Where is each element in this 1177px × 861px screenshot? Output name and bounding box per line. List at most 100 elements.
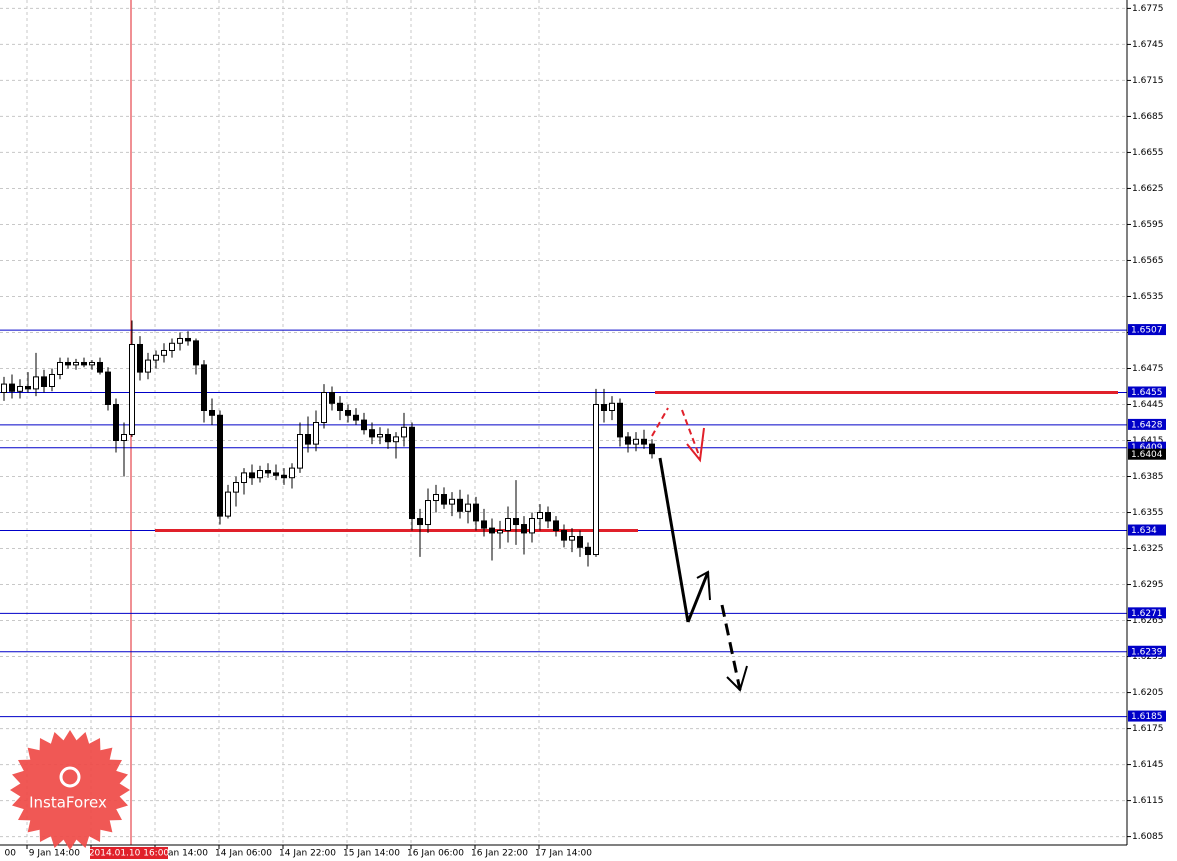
x-tick-label: 17 Jan 14:00 [535, 849, 592, 859]
logo-badge [10, 730, 130, 850]
candle-body [393, 436, 399, 443]
y-tick-label: 1.6325 [1132, 544, 1164, 554]
y-tick-label: 1.6625 [1132, 184, 1164, 194]
candle-body [169, 342, 175, 351]
candle-body [361, 419, 367, 431]
y-tick-label: 1.6415 [1132, 436, 1164, 446]
candle-body [433, 494, 439, 502]
x-tick-label: 13 Jan 14:00 [151, 849, 208, 859]
candle-body [105, 371, 111, 405]
candle-body [545, 512, 551, 522]
candle-body [81, 361, 87, 366]
level-label: 1.6455 [1131, 388, 1163, 398]
candle-body [129, 343, 135, 436]
x-tick-label: 14 Jan 22:00 [279, 849, 336, 859]
candle-body [41, 376, 47, 387]
price-label-box [1128, 448, 1166, 460]
candle-body [89, 361, 95, 366]
candle-body [249, 472, 255, 479]
candle-body [641, 438, 647, 445]
y-tick-label: 1.6445 [1132, 400, 1164, 410]
candle-body [209, 409, 215, 416]
candle-body [385, 434, 391, 443]
y-tick-label: 1.6745 [1132, 40, 1164, 50]
candle-body [265, 470, 271, 474]
candle-body [345, 409, 351, 416]
candle-body [257, 470, 263, 479]
level-label: 1.6409 [1131, 443, 1163, 453]
candle-body [145, 359, 151, 373]
logo: InstaForex [10, 730, 130, 850]
y-tick-label: 1.6565 [1132, 256, 1164, 266]
candle-body [1, 383, 7, 393]
candle-body [633, 438, 639, 445]
candle-body [617, 402, 623, 438]
y-tick-label: 1.6385 [1132, 472, 1164, 482]
y-tick-label: 1.6175 [1132, 724, 1164, 734]
x-tick-label: 9 Jan 14:00 [29, 849, 81, 859]
candle-body [33, 376, 39, 390]
candle-body [137, 343, 143, 373]
cursor-label-box [90, 847, 168, 859]
arrow-head [726, 665, 748, 692]
candle-body [593, 403, 599, 556]
level-label: 1.6507 [1131, 326, 1163, 336]
candle-body [241, 472, 247, 484]
logo-icon [59, 766, 81, 788]
candle-body [529, 518, 535, 534]
candle-body [337, 402, 343, 411]
level-label: 1.6428 [1131, 420, 1163, 430]
y-tick-label: 1.6715 [1132, 76, 1164, 86]
candle-body [401, 426, 407, 438]
candle-body [417, 518, 423, 526]
x-tick-label: 00 [5, 849, 17, 859]
level-label: 1.6271 [1131, 609, 1163, 619]
forecast-arrow [686, 571, 710, 623]
candle-body [113, 403, 119, 442]
y-tick-label: 1.6115 [1132, 796, 1164, 806]
candle-body [217, 414, 223, 517]
level-label-box [1128, 645, 1166, 657]
forecast-arrow [658, 457, 690, 623]
candle-body [201, 364, 207, 411]
arrow-head [696, 570, 711, 601]
candle-body [313, 422, 319, 445]
candle-body [585, 546, 591, 556]
candle-body [377, 434, 383, 438]
candle-body [9, 383, 15, 392]
y-tick-label: 1.6775 [1132, 4, 1164, 14]
forecast-arrows [651, 407, 748, 692]
candle-body [25, 385, 31, 390]
y-tick-label: 1.6265 [1132, 616, 1164, 626]
candle-body [153, 354, 159, 361]
candle-body [233, 482, 239, 493]
candle-body [649, 443, 655, 455]
candle-body [161, 349, 167, 356]
candle-body [57, 361, 63, 375]
candle-body [177, 337, 183, 344]
candle-body [481, 520, 487, 529]
logo-text: InstaForex [29, 794, 107, 812]
y-tick-label: 1.6685 [1132, 112, 1164, 122]
candle-body [273, 472, 279, 476]
y-tick-label: 1.6475 [1132, 364, 1164, 374]
candle-body [305, 434, 311, 445]
candle-body [409, 426, 415, 520]
candle-body [17, 385, 23, 392]
candle-body [457, 498, 463, 512]
y-tick-label: 1.6535 [1132, 292, 1164, 302]
level-label: 1.6239 [1131, 647, 1163, 657]
candle-body [569, 536, 575, 541]
candle-body [185, 337, 191, 342]
candle-body [537, 512, 543, 520]
candle-body [425, 500, 431, 526]
y-tick-label: 1.6205 [1132, 688, 1164, 698]
plot [0, 0, 1127, 845]
y-tick-label: 1.6295 [1132, 580, 1164, 590]
candle-body [193, 340, 199, 366]
y-tick-label: 1.6595 [1132, 220, 1164, 230]
candle-body [441, 494, 447, 505]
level-label-box [1128, 607, 1166, 619]
candle-body [321, 391, 327, 423]
